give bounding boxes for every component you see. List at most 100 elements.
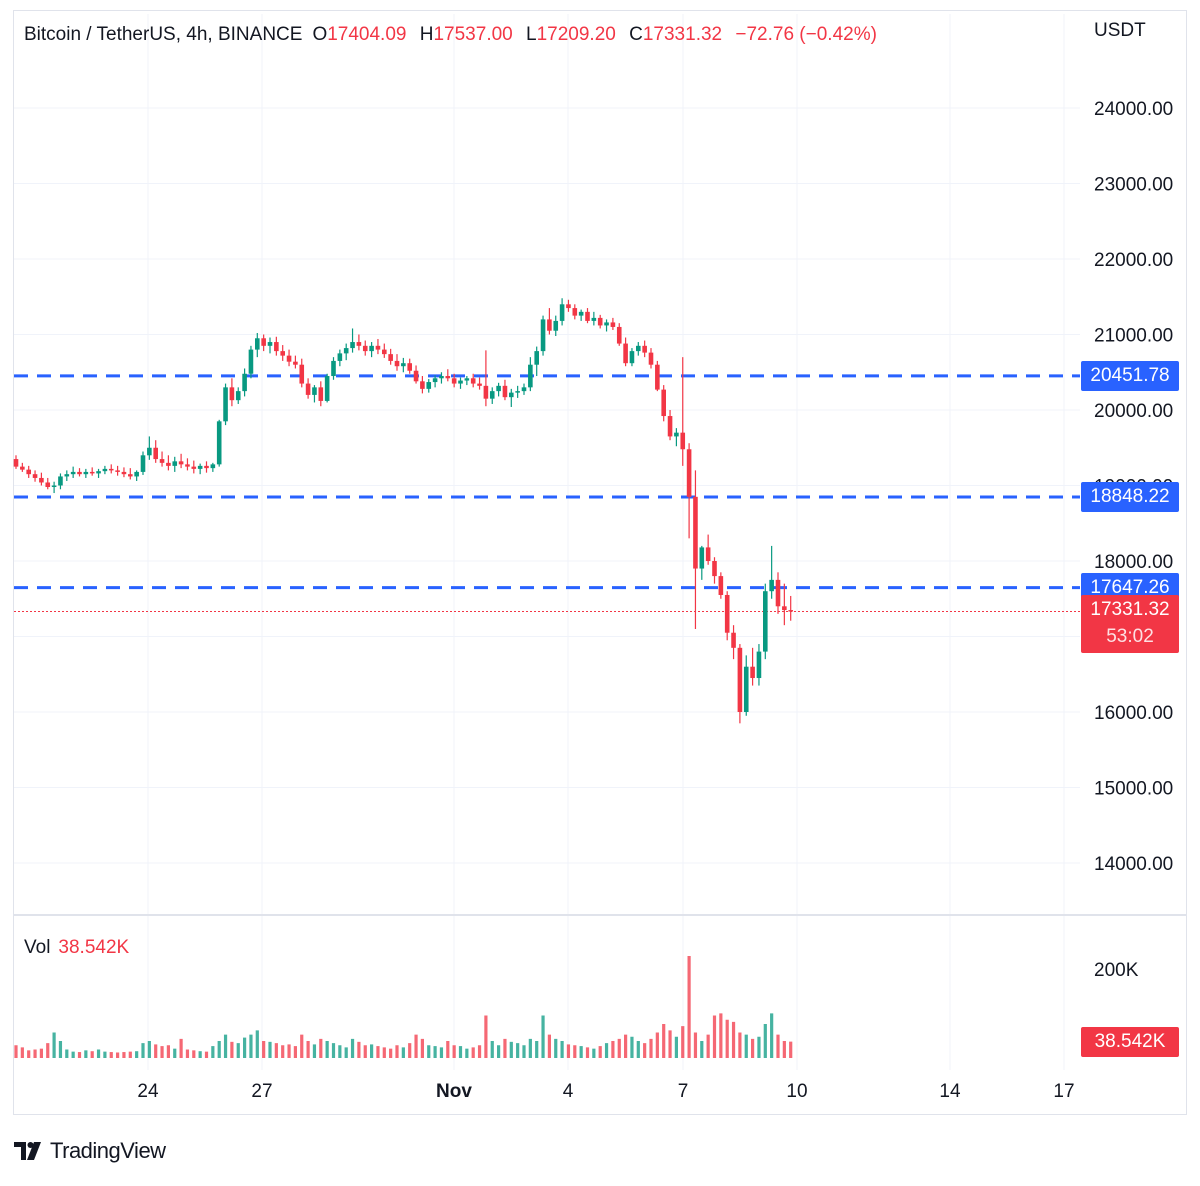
volume-bar bbox=[287, 1044, 291, 1058]
candle-body bbox=[102, 468, 108, 472]
candle-body bbox=[763, 591, 768, 652]
candle-body bbox=[178, 461, 184, 465]
volume-bar bbox=[46, 1043, 50, 1058]
volume-bar bbox=[173, 1048, 177, 1058]
volume-bar bbox=[484, 1015, 488, 1058]
volume-bar bbox=[217, 1041, 221, 1058]
candle-body bbox=[566, 304, 571, 309]
symbol-title: Bitcoin / TetherUS, 4h, BINANCE bbox=[24, 24, 303, 45]
candle-body bbox=[121, 471, 127, 475]
volume-bar bbox=[65, 1049, 69, 1058]
candle-body bbox=[483, 385, 489, 399]
open-label: O bbox=[312, 24, 328, 45]
candle-body bbox=[108, 468, 114, 471]
candle-body bbox=[540, 319, 546, 352]
candle-body bbox=[261, 338, 266, 346]
candle-body bbox=[13, 459, 19, 467]
candle-body bbox=[432, 378, 438, 383]
volume-bar bbox=[160, 1046, 164, 1058]
volume-bar bbox=[643, 1043, 647, 1058]
volume-bar bbox=[77, 1052, 82, 1058]
volume-bar bbox=[693, 1032, 698, 1058]
candle-body bbox=[782, 606, 787, 611]
candle-body bbox=[64, 474, 70, 477]
candle-body bbox=[223, 387, 228, 422]
candle-body bbox=[604, 322, 609, 326]
candle-body bbox=[235, 391, 241, 401]
time-tick-label: 10 bbox=[786, 1081, 807, 1102]
volume-bar bbox=[166, 1045, 170, 1058]
volume-bar bbox=[585, 1047, 590, 1058]
price-tick-label: 23000.00 bbox=[1094, 175, 1173, 196]
volume-bar bbox=[522, 1045, 526, 1058]
candle-body bbox=[362, 345, 368, 352]
time-tick-label: 17 bbox=[1053, 1081, 1074, 1102]
time-tick-label: 14 bbox=[939, 1081, 961, 1102]
candle-body bbox=[242, 373, 247, 392]
volume-bar bbox=[96, 1049, 101, 1058]
volume-bar bbox=[198, 1051, 202, 1058]
high-label: H bbox=[419, 24, 434, 45]
price-tick-label: 22000.00 bbox=[1094, 250, 1173, 271]
hline-price-tag-2[interactable]: 18848.22 bbox=[1081, 481, 1179, 512]
candle-body bbox=[756, 651, 762, 679]
volume-bar bbox=[700, 1041, 704, 1058]
volume-bar bbox=[471, 1047, 475, 1058]
candle-body bbox=[680, 432, 686, 450]
volume-bar bbox=[185, 1049, 190, 1058]
candle-body bbox=[356, 342, 362, 346]
volume-bar bbox=[662, 1024, 666, 1058]
low-value: 17209.20 bbox=[536, 24, 616, 45]
volume-bar bbox=[135, 1051, 139, 1058]
candle-body bbox=[26, 469, 31, 475]
candle-body bbox=[553, 320, 559, 331]
candle-body bbox=[147, 447, 152, 456]
volume-bar bbox=[338, 1045, 342, 1058]
candle-body bbox=[77, 471, 82, 475]
candle-body bbox=[197, 465, 203, 469]
candle-body bbox=[401, 363, 406, 367]
candle-body bbox=[699, 547, 705, 569]
volume-bar bbox=[223, 1034, 228, 1058]
candle-body bbox=[394, 360, 400, 367]
candle-body bbox=[305, 383, 311, 395]
candle-body bbox=[140, 455, 146, 472]
candle-body bbox=[58, 476, 63, 486]
candle-body bbox=[712, 561, 717, 577]
candle-body bbox=[743, 666, 749, 712]
volume-bar bbox=[547, 1034, 551, 1058]
volume-bar bbox=[763, 1024, 767, 1058]
volume-bar bbox=[477, 1045, 482, 1058]
volume-bar bbox=[668, 1030, 672, 1058]
tradingview-logo[interactable]: TradingView bbox=[14, 1138, 166, 1164]
volume-bar bbox=[624, 1034, 628, 1058]
volume-bar bbox=[325, 1041, 329, 1058]
candle-body bbox=[369, 345, 374, 352]
hline-price-tag-1[interactable]: 20451.78 bbox=[1081, 360, 1179, 391]
candle-body bbox=[439, 376, 444, 379]
volume-bar bbox=[782, 1041, 786, 1058]
candle-body bbox=[636, 345, 641, 352]
volume-bar bbox=[204, 1051, 209, 1058]
candle-body bbox=[185, 464, 190, 467]
price-tick-label: 24000.00 bbox=[1094, 99, 1173, 120]
volume-bar bbox=[116, 1052, 120, 1058]
volume-bar bbox=[293, 1046, 297, 1058]
volume-bar bbox=[344, 1047, 348, 1058]
candle-body bbox=[267, 342, 273, 346]
close-label: C bbox=[629, 24, 643, 45]
price-tick-label: 14000.00 bbox=[1094, 854, 1173, 875]
volume-bar bbox=[376, 1046, 380, 1058]
candle-body bbox=[470, 378, 476, 384]
candle-body bbox=[515, 391, 520, 393]
volume-bar bbox=[141, 1043, 145, 1058]
candle-body bbox=[737, 647, 743, 712]
candle-body bbox=[648, 352, 654, 365]
volume-bar bbox=[268, 1041, 272, 1058]
change-value: −72.76 (−0.42%) bbox=[735, 24, 877, 45]
candle-body bbox=[705, 547, 711, 561]
candle-body bbox=[585, 311, 590, 321]
candle-body bbox=[375, 345, 381, 350]
candle-body bbox=[597, 317, 603, 326]
